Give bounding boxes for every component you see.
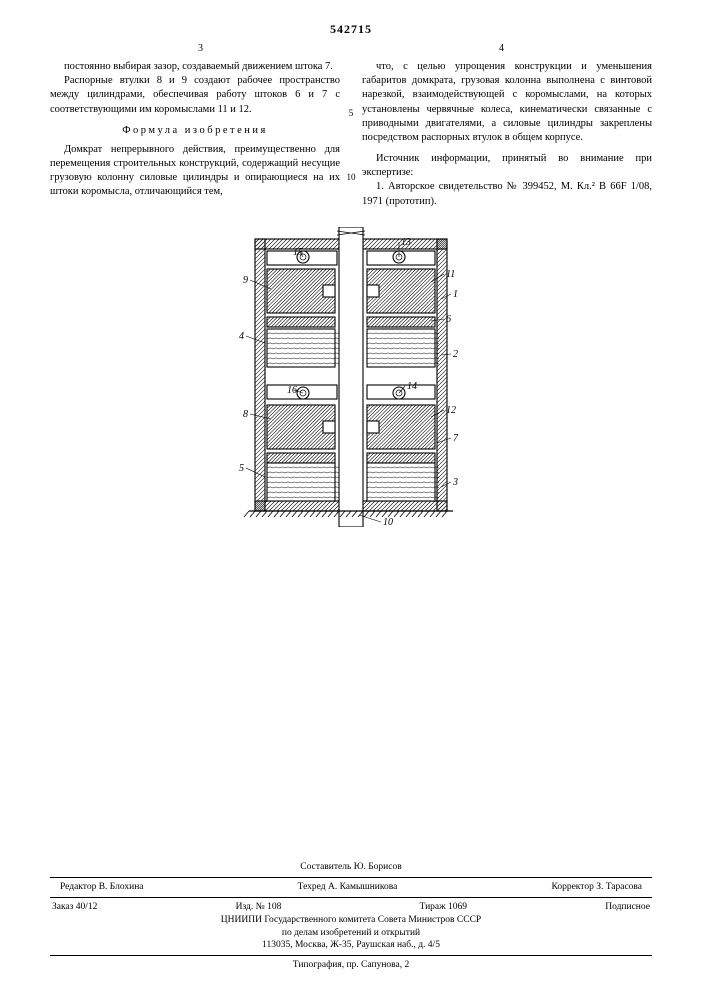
svg-text:5: 5	[239, 463, 244, 474]
svg-text:1: 1	[453, 289, 458, 300]
footer-typography: Типография, пр. Сапунова, 2	[50, 959, 652, 972]
left-para-2: Распорные втулки 8 и 9 создают рабочее п…	[50, 74, 340, 117]
footer-org2: по делам изобретений и открытий	[50, 927, 652, 940]
line-number-10: 10	[347, 172, 356, 182]
right-column: что, с целью упрощения конструкции и уме…	[362, 60, 652, 209]
patent-number: 542715	[50, 22, 652, 37]
right-para-2: Источник информации, принятый во внимани…	[362, 152, 652, 180]
line-number-5: 5	[349, 108, 354, 118]
svg-text:4: 4	[239, 331, 244, 342]
svg-text:7: 7	[453, 433, 459, 444]
svg-text:2: 2	[453, 349, 458, 360]
footer-row-staff: Редактор В. Блохина Техред А. Камышников…	[50, 881, 652, 894]
footer-row-print: Заказ 40/12 Изд. № 108 Тираж 1069 Подпис…	[50, 901, 652, 914]
svg-text:13: 13	[401, 237, 411, 248]
svg-text:15: 15	[293, 247, 303, 258]
footer-org1: ЦНИИПИ Государственного комитета Совета …	[50, 914, 652, 927]
footer-editor: Редактор В. Блохина	[60, 881, 144, 894]
left-para-1: постоянно выбирая зазор, создаваемый дви…	[50, 60, 340, 74]
svg-text:16: 16	[287, 385, 297, 396]
svg-text:12: 12	[446, 405, 456, 416]
footer-addr: 113035, Москва, Ж-35, Раушская наб., д. …	[50, 939, 652, 952]
footer-sub: Подписное	[605, 901, 650, 914]
footer-compiler: Составитель Ю. Борисов	[50, 861, 652, 874]
footer-rule-3	[50, 955, 652, 956]
footer-metadata: Составитель Ю. Борисов Редактор В. Блохи…	[50, 861, 652, 972]
right-para-3: 1. Авторское свидетельство № 399452, М. …	[362, 180, 652, 208]
svg-text:8: 8	[243, 409, 248, 420]
svg-text:14: 14	[407, 381, 417, 392]
column-page-numbers: 3 4	[50, 43, 652, 54]
footer-izd: Изд. № 108	[236, 901, 282, 914]
right-para-1: что, с целью упрощения конструкции и уме…	[362, 60, 652, 145]
text-columns: постоянно выбирая зазор, создаваемый дви…	[50, 60, 652, 209]
technical-diagram: 15139111462161481275310	[50, 227, 652, 530]
left-para-3: Домкрат непрерывного действия, преимущес…	[50, 143, 340, 200]
svg-text:10: 10	[383, 517, 393, 527]
svg-text:11: 11	[446, 269, 455, 280]
footer-rule-2	[50, 897, 652, 898]
left-column: постоянно выбирая зазор, создаваемый дви…	[50, 60, 340, 209]
col-num-right: 4	[351, 43, 652, 54]
footer-corrector: Корректор З. Тарасова	[551, 881, 642, 894]
svg-text:3: 3	[452, 477, 458, 488]
footer-tirazh: Тираж 1069	[420, 901, 468, 914]
footer-tech: Техред А. Камышникова	[298, 881, 398, 894]
col-num-left: 3	[50, 43, 351, 54]
footer-order: Заказ 40/12	[52, 901, 97, 914]
svg-text:6: 6	[446, 314, 451, 325]
svg-text:9: 9	[243, 275, 248, 286]
formula-title: Формула изобретения	[50, 124, 340, 138]
footer-rule-1	[50, 877, 652, 878]
